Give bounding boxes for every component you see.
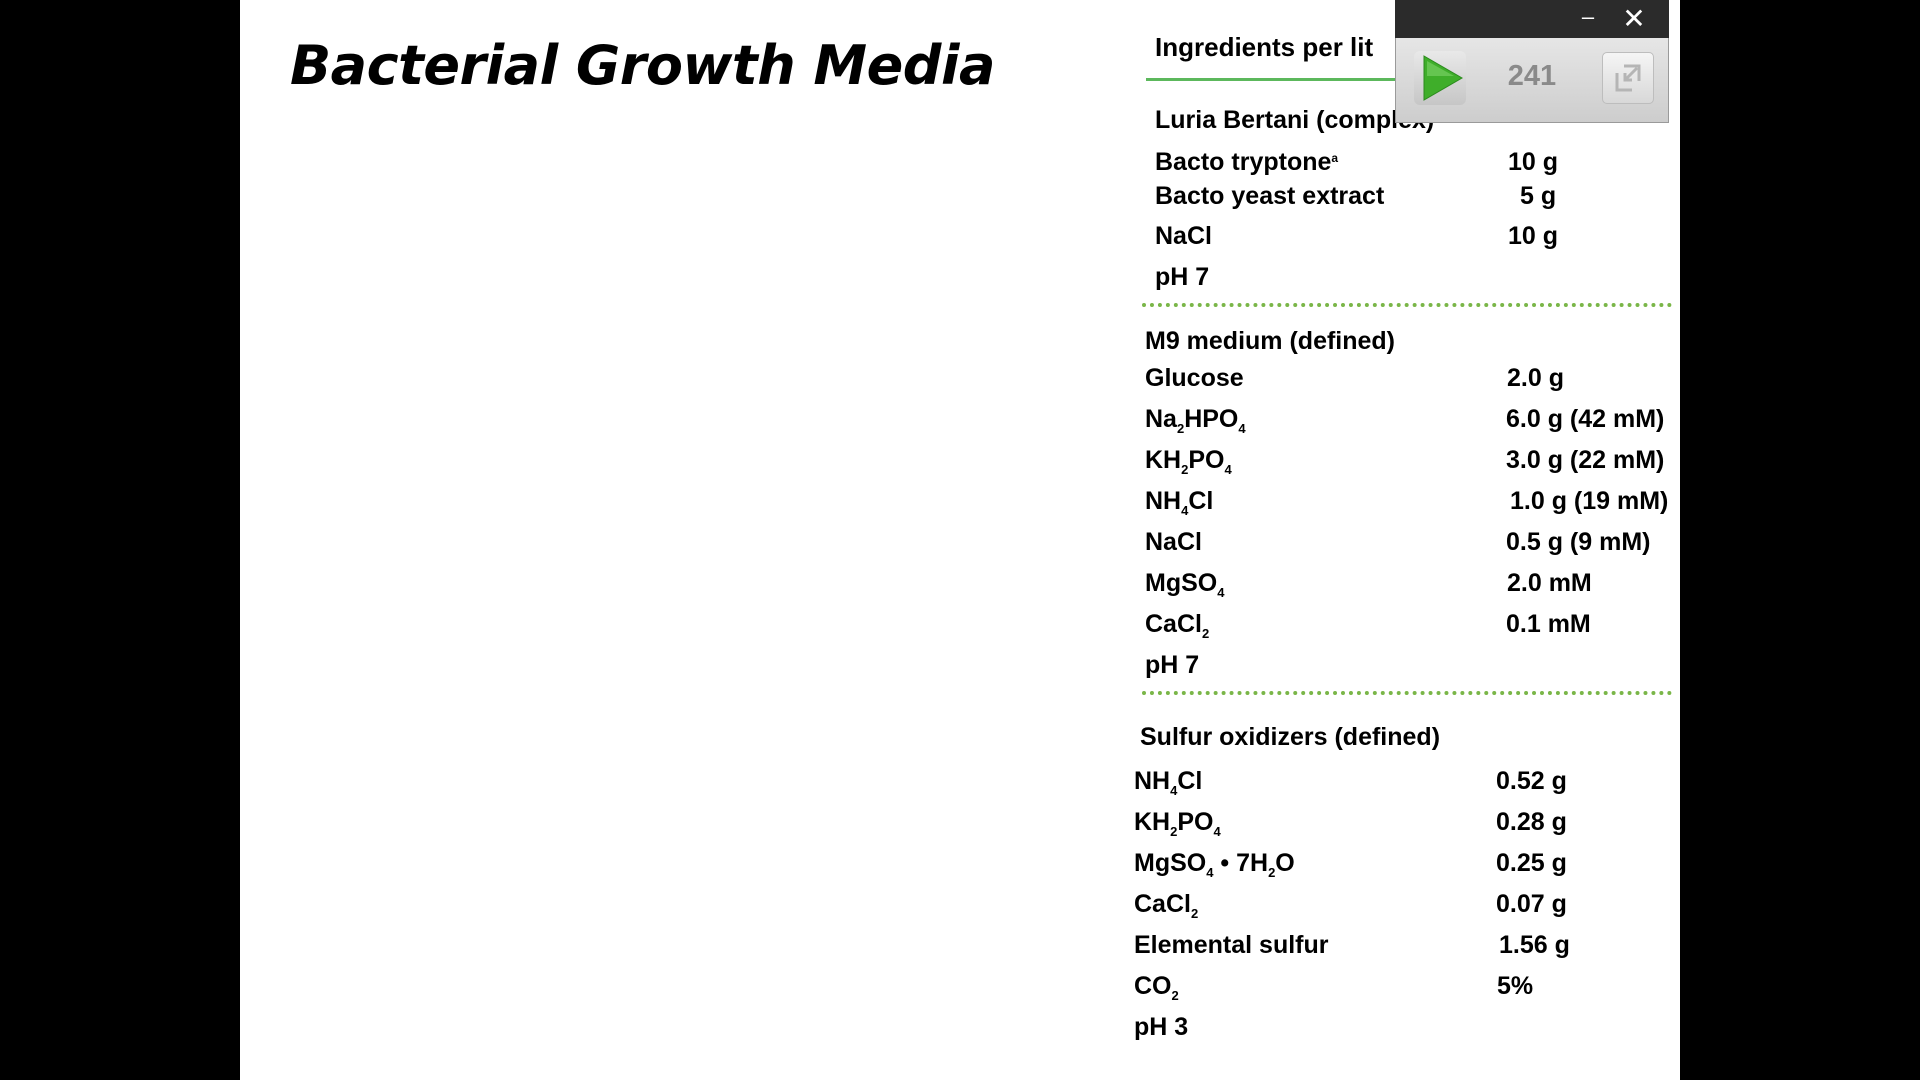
ingredient-amount: 10 g <box>1508 222 1559 250</box>
slide-title: Bacterial Growth Media <box>290 34 995 97</box>
ingredient-row: KH2PO4 0.28 g <box>1133 808 1673 844</box>
ingredient-name: pH 7 <box>1145 651 1200 679</box>
ingredient-name: MgSO4 • 7H2O <box>1134 849 1295 880</box>
section-divider <box>1142 303 1672 307</box>
ingredient-amount: 2.0 g <box>1507 364 1564 392</box>
ingredient-row: MgSO4 • 7H2O 0.25 g <box>1133 849 1673 885</box>
expand-button[interactable] <box>1602 52 1654 104</box>
ingredient-name: CO2 <box>1134 972 1179 1003</box>
minimize-button[interactable]: – <box>1581 4 1595 29</box>
slide <box>240 0 1680 1080</box>
ingredient-name: CaCl2 <box>1145 610 1210 641</box>
section-title-m9-medium: M9 medium (defined) <box>1145 327 1396 355</box>
section-title-sulfur-oxidizers: Sulfur oxidizers (defined) <box>1140 723 1441 751</box>
ingredient-amount: 1.56 g <box>1499 931 1570 959</box>
player-controls: 241 <box>1395 38 1669 123</box>
ingredient-row: NaCl 10 g <box>1133 222 1673 258</box>
ingredient-amount: 0.07 g <box>1496 890 1567 918</box>
ingredient-amount: 2.0 mM <box>1507 569 1592 597</box>
ingredient-name: KH2PO4 <box>1134 808 1221 839</box>
ingredient-amount: 3.0 g (22 mM) <box>1506 446 1665 474</box>
section-divider <box>1142 691 1672 695</box>
ingredient-name: NaCl <box>1145 528 1202 556</box>
ingredient-name: Na2HPO4 <box>1145 405 1246 436</box>
ingredient-row: Glucose 2.0 g <box>1133 364 1673 400</box>
ingredient-name: CaCl2 <box>1134 890 1199 921</box>
expand-icon <box>1615 64 1641 92</box>
ingredient-amount: 10 g <box>1508 148 1559 176</box>
ingredient-row: CaCl2 0.1 mM <box>1133 610 1673 646</box>
ingredient-row: CaCl2 0.07 g <box>1133 890 1673 926</box>
ingredient-name: KH2PO4 <box>1145 446 1232 477</box>
ingredient-amount: 0.5 g (9 mM) <box>1506 528 1651 556</box>
ingredient-name: Glucose <box>1145 364 1244 392</box>
ingredients-header: Ingredients per lit <box>1155 32 1374 62</box>
ingredient-row: Bacto yeast extract 5 g <box>1133 182 1673 218</box>
ingredient-row: MgSO4 2.0 mM <box>1133 569 1673 605</box>
ingredient-row: NH4Cl 1.0 g (19 mM) <box>1133 487 1673 523</box>
ingredient-name: pH 7 <box>1155 263 1210 291</box>
ingredient-row: Elemental sulfur 1.56 g <box>1133 931 1673 967</box>
close-button[interactable]: ✕ <box>1622 3 1646 34</box>
ingredient-row: CO2 5% <box>1133 972 1673 1008</box>
header-underline <box>1146 78 1576 81</box>
section-title-luria-bertani: Luria Bertani (complex) <box>1155 106 1435 134</box>
ingredients-panel: Ingredients per lit Luria Bertani (compl… <box>1133 0 1673 1080</box>
ingredient-row: pH 7 <box>1133 651 1673 687</box>
play-icon <box>1423 55 1463 101</box>
ingredient-row: pH 7 <box>1133 263 1673 299</box>
ingredient-amount: 5% <box>1497 972 1534 1000</box>
ingredient-name: Elemental sulfur <box>1134 931 1329 959</box>
ingredient-name: MgSO4 <box>1145 569 1225 600</box>
ingredient-name: Bacto tryptonea <box>1155 148 1339 176</box>
ingredient-amount: 1.0 g (19 mM) <box>1510 487 1669 515</box>
ingredient-name: NH4Cl <box>1145 487 1214 518</box>
player-widget: – ✕ 241 <box>1395 0 1669 123</box>
ingredient-amount: 0.52 g <box>1496 767 1567 795</box>
counter-display: 241 <box>1507 60 1557 92</box>
player-titlebar[interactable]: – ✕ <box>1395 0 1669 38</box>
ingredient-row: Bacto tryptonea 10 g <box>1133 148 1673 184</box>
ingredient-name: NH4Cl <box>1134 767 1203 798</box>
ingredient-amount: 0.1 mM <box>1506 610 1591 638</box>
ingredient-row: KH2PO4 3.0 g (22 mM) <box>1133 446 1673 482</box>
ingredient-row: NaCl 0.5 g (9 mM) <box>1133 528 1673 564</box>
ingredient-amount: 6.0 g (42 mM) <box>1506 405 1665 433</box>
ingredient-row: Na2HPO4 6.0 g (42 mM) <box>1133 405 1673 441</box>
ingredient-name: NaCl <box>1155 222 1212 250</box>
ingredient-name: Bacto yeast extract <box>1155 182 1385 210</box>
ingredient-amount: 5 g <box>1520 182 1557 210</box>
ingredient-amount: 0.28 g <box>1496 808 1567 836</box>
ingredient-amount: 0.25 g <box>1496 849 1567 877</box>
ingredient-row: NH4Cl 0.52 g <box>1133 767 1673 803</box>
ingredient-name: pH 3 <box>1134 1013 1189 1041</box>
play-button[interactable] <box>1414 51 1466 105</box>
ingredient-row: pH 3 <box>1133 1013 1673 1049</box>
